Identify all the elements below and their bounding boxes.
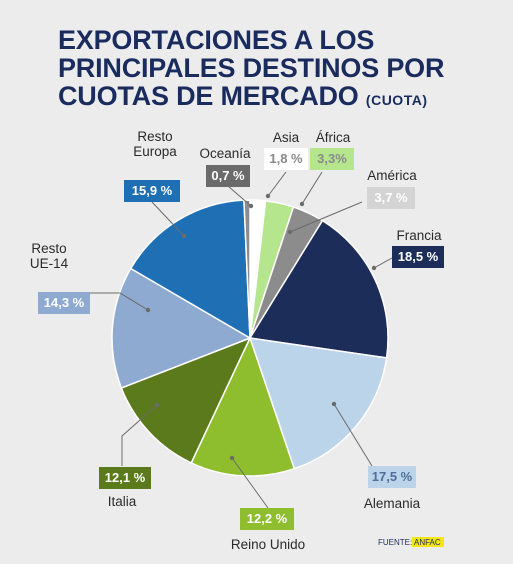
source-label: FUENTE: [378,538,412,547]
slice-name-reino-unido: Reino Unido [231,537,305,552]
slice-value-oceania: 0,7 % [211,168,245,183]
leader-dot-reino-unido [229,455,235,461]
slice-name-line: Oceanía [199,146,251,161]
slice-name-line: Francia [396,228,442,243]
value-box-resto-ue-14 [38,292,90,314]
leader-line-reino-unido [231,457,269,509]
slice-name-resto-europa: Resto Europa [133,129,177,159]
leader-line-resto-europa [151,201,185,237]
slice-name-line: Reino Unido [231,537,305,552]
chart-title: EXPORTACIONES A LOS PRINCIPALES DESTINOS… [58,26,444,114]
slice-name-line: UE-14 [30,256,69,271]
slice-value-italia: 12,1 % [105,470,146,485]
slice-name-resto-ue-14: Resto UE-14 [30,241,69,271]
slice-name-africa: África [316,130,351,145]
slice-name-line: Alemania [364,496,421,511]
slice-name-asia: Asia [273,130,300,145]
pie-slice-italia [120,336,252,464]
pie-slice-resto-ue-14 [111,267,252,389]
value-box-francia [392,246,444,268]
leader-line-italia [121,404,158,466]
leader-dot-francia [371,265,377,271]
title-line-2: PRINCIPALES DESTINOS POR [58,53,445,83]
leader-dot-africa [299,201,305,207]
pie-slices [111,199,389,477]
pie-slice-resto-europa [129,199,251,340]
slice-value-resto-europa: 15,9 % [132,183,173,198]
slice-name-america: América [367,168,417,183]
leader-dot-resto-europa [181,233,187,239]
source-note: FUENTE: ANFAC [378,537,444,547]
leader-dot-america [287,229,293,235]
leader-line-africa [301,171,323,205]
leader-line-america [289,201,363,233]
leader-line-oceania [227,185,252,207]
value-box-america [367,187,415,209]
leader-dot-asia [265,193,271,199]
leader-dot-italia [154,402,160,408]
slice-value-alemania: 17,5 % [372,469,413,484]
leader-dot-resto-ue-14 [145,307,151,313]
slice-value-resto-ue-14: 14,3 % [44,295,85,310]
leader-line-resto-ue-14 [86,292,149,311]
slice-name-alemania: Alemania [364,496,421,511]
source-highlight [412,537,444,547]
slice-name-line: Europa [133,144,177,159]
value-box-asia [264,148,308,170]
value-box-alemania [368,466,416,488]
value-box-reino-unido [240,508,294,530]
chart-subtitle: (CUOTA) [365,92,428,108]
slice-value-francia: 18,5 % [398,249,439,264]
slice-name-line: América [367,168,417,183]
source-name: ANFAC [414,538,441,547]
slice-value-america: 3,7 % [374,190,408,205]
leader-line-alemania [333,403,373,467]
slice-name-oceania: Oceanía [199,146,251,161]
title-line-1: EXPORTACIONES A LOS [58,25,375,55]
slice-name-italia: Italia [108,494,137,509]
pie-slice-alemania [248,337,388,470]
pie-slice-reino-unido [190,335,296,477]
value-box-italia [99,467,151,489]
slice-labels: Asia 1,8 % África 3,3% América 3,7 % Francia 18… [30,129,444,552]
slice-name-line: África [316,130,351,145]
pie-slice-francia [248,219,389,359]
slice-name-line: Resto [31,241,66,256]
title-line-3: CUOTAS DE MERCADO [58,81,359,111]
slice-value-reino-unido: 12,2 % [247,511,288,526]
slice-name-francia: Francia [396,228,442,243]
slice-value-asia: 1,8 % [269,151,303,166]
value-box-africa [310,148,354,170]
leader-line-asia [267,171,287,197]
slice-name-line: Resto [137,129,172,144]
leader-lines [86,171,393,509]
leader-dot-oceania [248,203,254,209]
value-box-resto-europa [124,180,180,202]
leader-dot-alemania [331,401,337,407]
slice-name-line: Asia [273,130,300,145]
slice-name-line: Italia [108,494,137,509]
slice-value-africa: 3,3% [317,151,347,166]
value-box-oceania [206,165,250,187]
leader-line-francia [373,257,393,269]
